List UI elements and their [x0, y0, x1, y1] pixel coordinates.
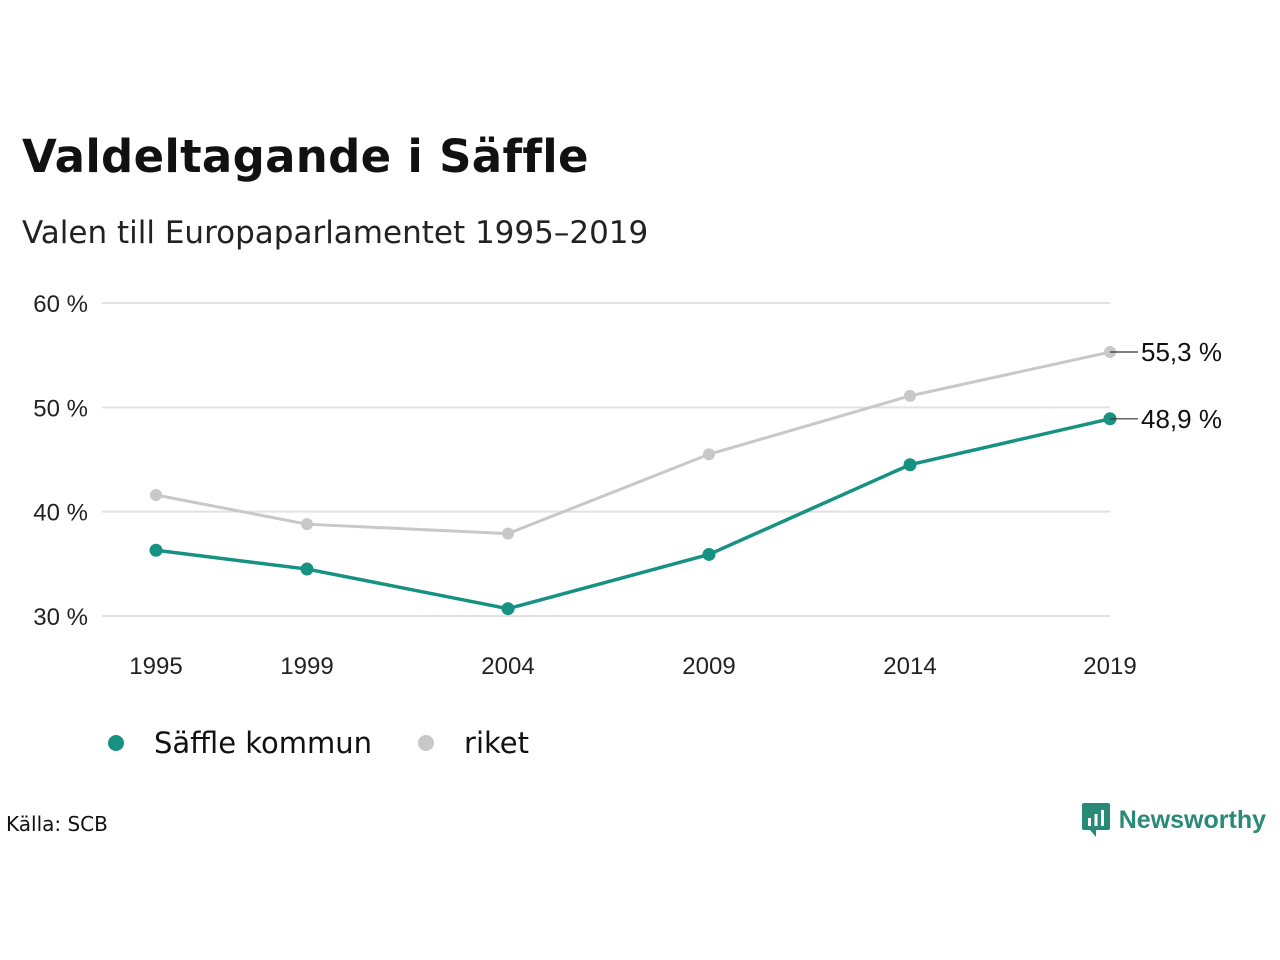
source-note: Källa: SCB	[6, 812, 108, 836]
x-tick-label: 1999	[280, 653, 333, 680]
legend-item-riket: riket	[418, 726, 529, 760]
grid-lines	[102, 302, 1110, 617]
x-tick-label: 1995	[129, 653, 182, 680]
newsworthy-logo-icon	[1081, 803, 1110, 837]
legend-item-saffle: Säffle kommun	[108, 726, 372, 760]
x-tick-label: 2004	[481, 653, 534, 680]
line-chart: 30 % 40 % 50 % 60 % 1995 1999 2004 2009 2014 201…	[33, 291, 1222, 680]
brand-name: Newsworthy	[1118, 805, 1266, 834]
legend-dot-icon	[418, 735, 435, 751]
legend-label: riket	[464, 726, 529, 760]
end-value-label: 55,3 %	[1141, 337, 1222, 367]
end-labels: 55,3 % 48,9 %	[1110, 337, 1222, 434]
data-point	[501, 602, 515, 616]
data-point	[502, 527, 514, 540]
y-tick-label: 30 %	[33, 604, 88, 631]
series-line-saffle	[155, 417, 1111, 611]
y-tick-label: 60 %	[33, 291, 88, 318]
legend: Säffle kommun riket	[108, 726, 575, 760]
chart-title: Valdeltagande i Säffle	[22, 130, 589, 183]
y-axis-ticks: 30 % 40 % 50 % 60 %	[33, 291, 88, 631]
x-tick-label: 2014	[883, 653, 936, 680]
series-line-riket	[155, 350, 1111, 536]
legend-label: Säffle kommun	[154, 726, 373, 760]
data-point	[301, 518, 313, 531]
x-tick-label: 2009	[682, 653, 735, 680]
data-point	[903, 458, 917, 472]
chart-subtitle: Valen till Europaparlamentet 1995–2019	[22, 215, 649, 251]
brand-logo[interactable]: Newsworthy	[1081, 802, 1266, 838]
data-point	[702, 547, 716, 561]
data-point	[300, 562, 314, 576]
x-axis-ticks: 1995 1999 2004 2009 2014 2019	[129, 653, 1136, 680]
legend-dot-icon	[108, 735, 124, 751]
data-point	[149, 543, 163, 557]
end-value-label: 48,9 %	[1141, 404, 1222, 434]
x-tick-label: 2019	[1083, 653, 1136, 680]
y-tick-label: 40 %	[33, 500, 88, 527]
data-point	[703, 448, 715, 461]
series-layer	[149, 346, 1117, 616]
data-point	[904, 389, 916, 402]
data-point	[150, 488, 162, 501]
y-tick-label: 50 %	[33, 395, 88, 422]
